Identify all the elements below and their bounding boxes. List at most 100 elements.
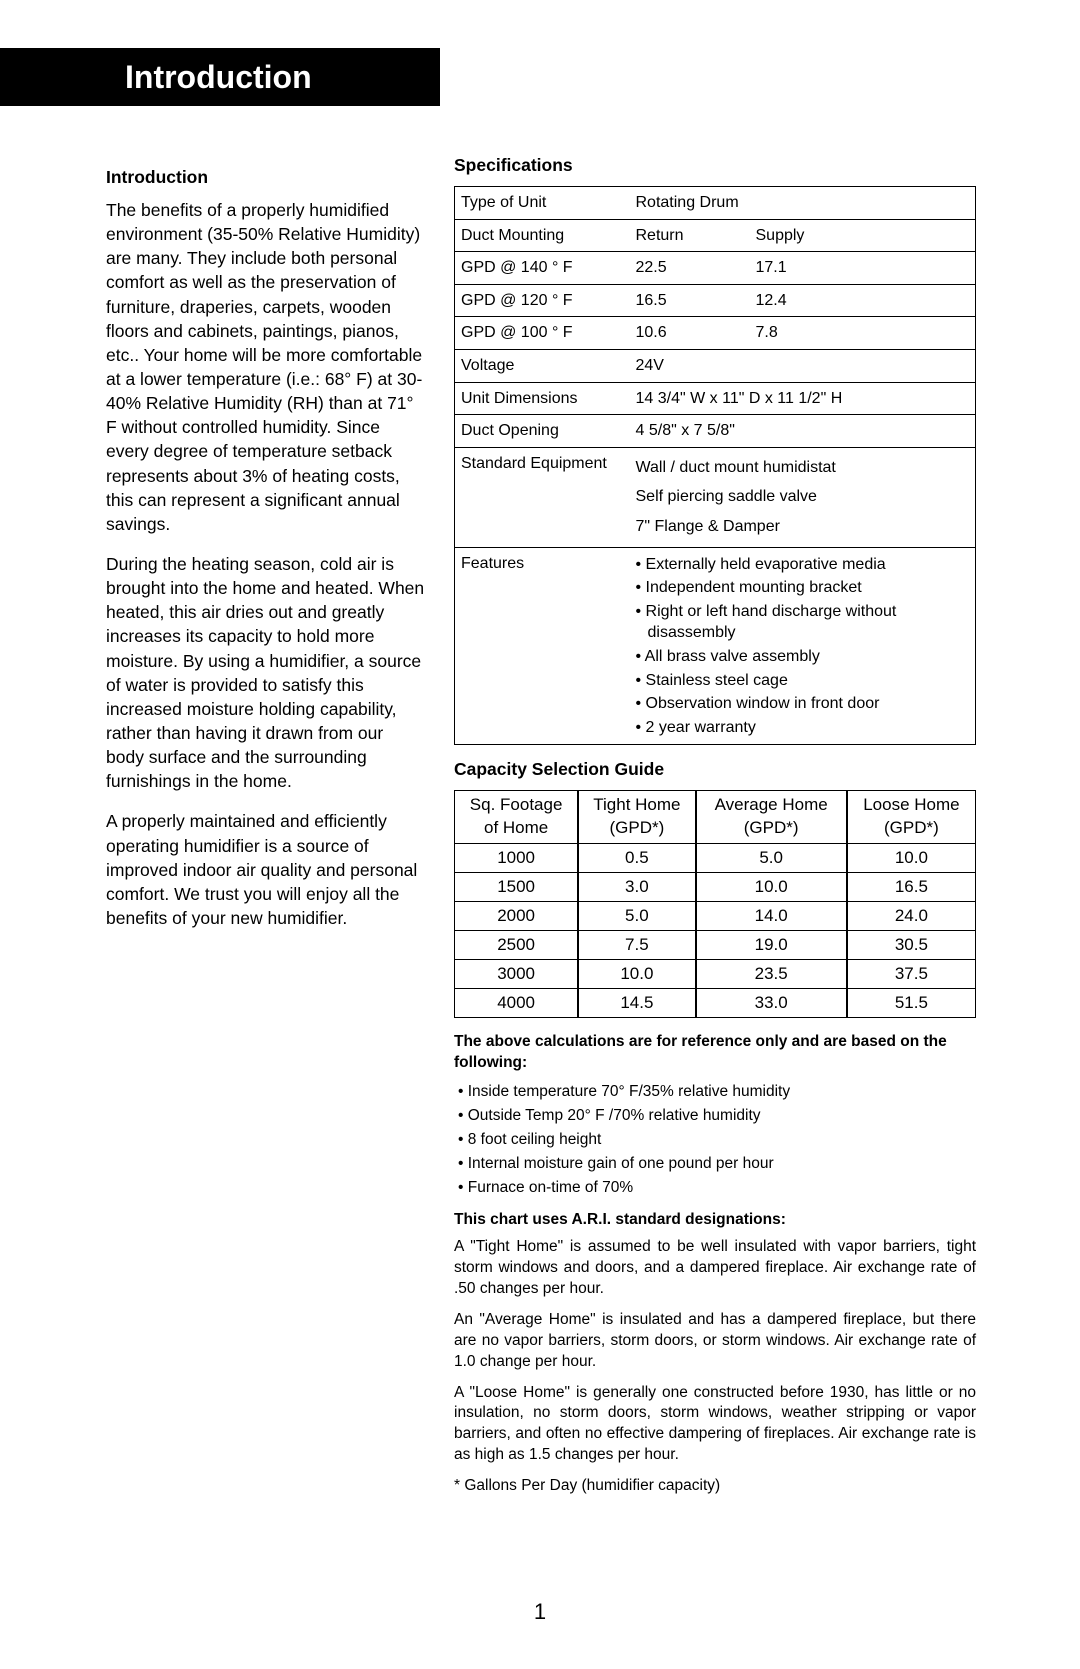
title-text: Introduction [125, 59, 312, 96]
page-number: 1 [0, 1599, 1080, 1625]
col-header: Loose Home(GPD*) [847, 791, 976, 844]
table-cell: 30.5 [847, 931, 976, 960]
spec-value: 14 3/4" W x 11" D x 11 1/2" H [630, 382, 976, 415]
table-cell: 33.0 [696, 989, 847, 1018]
spec-label: Unit Dimensions [455, 382, 630, 415]
table-cell: 0.5 [578, 844, 695, 873]
calc-bullet-list: Inside temperature 70° F/35% relative hu… [454, 1080, 976, 1200]
table-row: GPD @ 120 ° F 16.5 12.4 [455, 284, 976, 317]
capacity-table: Sq. Footageof Home Tight Home(GPD*) Aver… [454, 790, 976, 1018]
table-row: Duct Mounting Return Supply [455, 219, 976, 252]
spec-value: • Externally held evaporative media • In… [630, 547, 976, 745]
spec-value: 12.4 [750, 284, 976, 317]
table-row: Features • Externally held evaporative m… [455, 547, 976, 745]
specs-heading: Specifications [454, 155, 976, 176]
bullet-item: Outside Temp 20° F /70% relative humidit… [458, 1104, 976, 1128]
table-cell: 23.5 [696, 960, 847, 989]
table-cell: 14.0 [696, 902, 847, 931]
spec-label: Voltage [455, 349, 630, 382]
table-cell: 2000 [455, 902, 579, 931]
table-cell: 4000 [455, 989, 579, 1018]
feature-item: • 2 year warranty [636, 716, 970, 740]
table-cell: 5.0 [696, 844, 847, 873]
spec-label: GPD @ 100 ° F [455, 317, 630, 350]
table-cell: 3000 [455, 960, 579, 989]
table-cell: 37.5 [847, 960, 976, 989]
spec-label: Features [455, 547, 630, 745]
table-cell: 7.5 [578, 931, 695, 960]
table-row: GPD @ 100 ° F 10.6 7.8 [455, 317, 976, 350]
table-cell: 1000 [455, 844, 579, 873]
table-row: Standard Equipment Wall / duct mount hum… [455, 447, 976, 547]
spec-label: GPD @ 140 ° F [455, 252, 630, 285]
loose-home-desc: A "Loose Home" is generally one construc… [454, 1383, 976, 1467]
capacity-heading: Capacity Selection Guide [454, 759, 976, 780]
spec-value: 4 5/8" x 7 5/8" [630, 415, 976, 448]
table-cell: 1500 [455, 873, 579, 902]
table-cell: 16.5 [847, 873, 976, 902]
table-cell: 10.0 [847, 844, 976, 873]
table-cell: 19.0 [696, 931, 847, 960]
table-row: 300010.023.537.5 [455, 960, 976, 989]
intro-p3: A properly maintained and efficiently op… [106, 809, 426, 930]
spec-value: Supply [750, 219, 976, 252]
left-column: Introduction The benefits of a properly … [106, 155, 426, 1497]
spec-value: Wall / duct mount humidistat Self pierci… [630, 447, 976, 547]
intro-heading: Introduction [106, 167, 426, 188]
feature-item: • Independent mounting bracket [636, 576, 970, 600]
table-cell: 5.0 [578, 902, 695, 931]
bullet-item: Furnace on-time of 70% [458, 1176, 976, 1200]
equip-item: Self piercing saddle valve [636, 482, 970, 512]
table-header-row: Sq. Footageof Home Tight Home(GPD*) Aver… [455, 791, 976, 844]
bullet-item: Inside temperature 70° F/35% relative hu… [458, 1080, 976, 1104]
spec-value: 16.5 [630, 284, 750, 317]
table-row: Duct Opening 4 5/8" x 7 5/8" [455, 415, 976, 448]
equip-item: 7" Flange & Damper [636, 512, 970, 542]
tight-home-desc: A "Tight Home" is assumed to be well ins… [454, 1237, 976, 1300]
ari-heading: This chart uses A.R.I. standard designat… [454, 1210, 976, 1231]
specs-table: Type of Unit Rotating Drum Duct Mounting… [454, 186, 976, 745]
calc-note-heading: The above calculations are for reference… [454, 1032, 976, 1074]
bullet-item: Internal moisture gain of one pound per … [458, 1152, 976, 1176]
table-row: 10000.55.010.0 [455, 844, 976, 873]
spec-value: 7.8 [750, 317, 976, 350]
feature-item: • Right or left hand discharge without d… [636, 600, 970, 645]
intro-p2: During the heating season, cold air is b… [106, 552, 426, 793]
table-cell: 51.5 [847, 989, 976, 1018]
spec-label: GPD @ 120 ° F [455, 284, 630, 317]
table-row: Type of Unit Rotating Drum [455, 187, 976, 220]
average-home-desc: An "Average Home" is insulated and has a… [454, 1310, 976, 1373]
table-row: 400014.533.051.5 [455, 989, 976, 1018]
table-row: Unit Dimensions 14 3/4" W x 11" D x 11 1… [455, 382, 976, 415]
spec-value: 22.5 [630, 252, 750, 285]
col-header: Sq. Footageof Home [455, 791, 579, 844]
table-row: Voltage 24V [455, 349, 976, 382]
spec-label: Standard Equipment [455, 447, 630, 547]
spec-value: Rotating Drum [630, 187, 976, 220]
feature-item: • Externally held evaporative media [636, 553, 970, 577]
spec-value: 17.1 [750, 252, 976, 285]
spec-value: 24V [630, 349, 976, 382]
table-cell: 3.0 [578, 873, 695, 902]
table-row: 20005.014.024.0 [455, 902, 976, 931]
table-cell: 2500 [455, 931, 579, 960]
table-row: GPD @ 140 ° F 22.5 17.1 [455, 252, 976, 285]
feature-item: • All brass valve assembly [636, 645, 970, 669]
gpd-footnote: * Gallons Per Day (humidifier capacity) [454, 1476, 976, 1497]
equip-item: Wall / duct mount humidistat [636, 453, 970, 483]
spec-label: Duct Opening [455, 415, 630, 448]
intro-p1: The benefits of a properly humidified en… [106, 198, 426, 536]
table-row: 25007.519.030.5 [455, 931, 976, 960]
spec-label: Type of Unit [455, 187, 630, 220]
col-header: Average Home(GPD*) [696, 791, 847, 844]
table-cell: 10.0 [578, 960, 695, 989]
spec-value: 10.6 [630, 317, 750, 350]
feature-item: • Stainless steel cage [636, 669, 970, 693]
bullet-item: 8 foot ceiling height [458, 1128, 976, 1152]
feature-item: • Observation window in front door [636, 692, 970, 716]
table-cell: 24.0 [847, 902, 976, 931]
table-cell: 10.0 [696, 873, 847, 902]
spec-value: Return [630, 219, 750, 252]
table-cell: 14.5 [578, 989, 695, 1018]
right-column: Specifications Type of Unit Rotating Dru… [454, 155, 976, 1497]
